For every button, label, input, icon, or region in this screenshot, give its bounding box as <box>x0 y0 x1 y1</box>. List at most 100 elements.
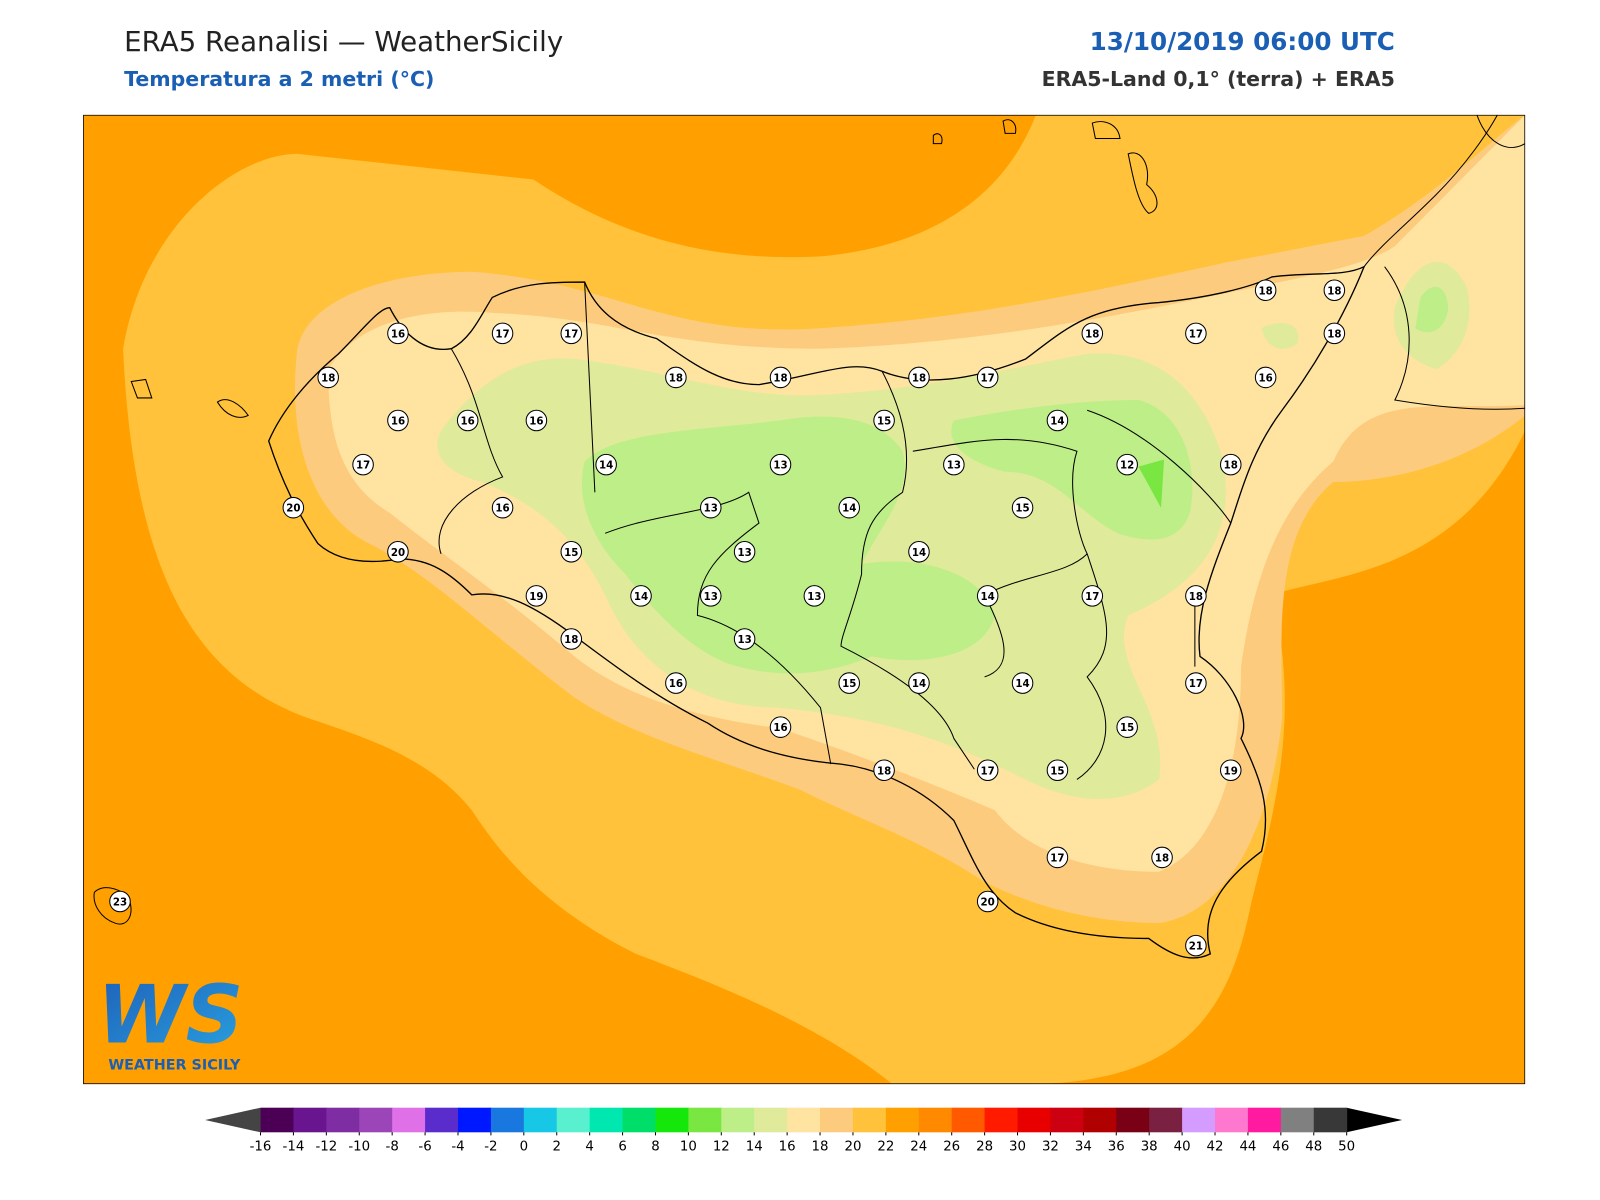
colorbar-tick-label: -10 <box>348 1140 370 1155</box>
station-marker <box>1220 759 1242 782</box>
temperature-field <box>83 114 1526 1085</box>
station-value: 18 <box>877 765 891 777</box>
station-marker <box>1046 409 1069 432</box>
colorbar-tick-label: 12 <box>713 1140 730 1155</box>
station-value: 19 <box>1224 765 1238 777</box>
station-marker <box>700 585 722 607</box>
station-marker <box>1254 279 1277 302</box>
colorbar-tick-label: 30 <box>1009 1140 1026 1155</box>
colorbar-tick-label: 44 <box>1239 1140 1256 1155</box>
coastline <box>268 265 1366 959</box>
station-value: 13 <box>773 460 787 472</box>
colorbar-bin <box>754 1107 788 1133</box>
colorbar-bin <box>951 1107 986 1133</box>
colorbar-bin <box>1149 1107 1183 1133</box>
station-value: 14 <box>1015 678 1029 690</box>
station-marker <box>873 759 895 782</box>
station-value: 18 <box>773 372 787 384</box>
colorbar-tick-label: 48 <box>1305 1140 1322 1155</box>
station-value: 17 <box>564 328 578 340</box>
province-borders <box>438 282 1232 780</box>
colorbar-bin <box>392 1107 426 1133</box>
station-marker <box>873 409 895 432</box>
station-marker <box>560 628 583 650</box>
station-marker <box>630 585 652 607</box>
station-marker <box>838 672 860 694</box>
station-marker <box>387 541 409 563</box>
station-value: 18 <box>912 372 926 384</box>
colorbar-tick-label: 42 <box>1207 1140 1224 1155</box>
colorbar-bin <box>885 1107 920 1133</box>
colorbar-tick-label: 46 <box>1272 1140 1289 1155</box>
station-marker <box>1323 322 1346 345</box>
colorbar-bin <box>523 1107 558 1133</box>
colorbar-bin <box>984 1107 1019 1133</box>
logo: WS WEATHER SICILY <box>97 968 243 1073</box>
colorbar-tick-label: 16 <box>779 1140 796 1155</box>
station-marker <box>700 496 722 519</box>
station-value: 13 <box>704 503 718 515</box>
station-marker <box>317 366 339 389</box>
station-value: 18 <box>1259 285 1273 297</box>
colorbar-bin <box>1280 1107 1315 1133</box>
station-marker <box>976 890 999 913</box>
station-value: 23 <box>113 897 127 909</box>
subtitle: Temperatura a 2 metri (°C) <box>124 67 434 91</box>
station-value: 13 <box>737 634 751 646</box>
colorbar-tick-label: -12 <box>315 1140 337 1155</box>
logo-initials: WS <box>97 968 243 1061</box>
station-value: 18 <box>1155 852 1169 864</box>
station-value: 13 <box>737 547 751 559</box>
station-value: 14 <box>634 591 648 603</box>
station-value: 16 <box>529 416 543 428</box>
band-14-16 <box>437 261 1470 799</box>
station-value: 15 <box>1120 722 1134 734</box>
station-value: 18 <box>1327 285 1341 297</box>
colorbar-bin <box>721 1107 755 1133</box>
stations: 16 17 17 18 16 16 16 17 20 20 16 15 14 18 18 13 13 13 13 13… <box>109 279 1346 957</box>
station-value: 16 <box>391 416 405 428</box>
colorbar-bin <box>457 1107 492 1133</box>
colorbar-tick-label: -16 <box>250 1140 272 1155</box>
station-value: 17 <box>495 328 509 340</box>
colorbar-bin <box>1050 1107 1084 1133</box>
station-marker <box>908 672 930 694</box>
colorbar-bin <box>293 1107 327 1133</box>
station-marker <box>943 453 965 476</box>
band-12-14 <box>581 286 1449 674</box>
station-value: 13 <box>807 591 821 603</box>
colorbar-tick-label: -6 <box>418 1140 431 1155</box>
station-value: 18 <box>1224 460 1238 472</box>
colorbar-tick-label: -14 <box>283 1140 305 1155</box>
colorbar-over <box>1346 1107 1403 1133</box>
station-value: 18 <box>1327 328 1341 340</box>
station-marker <box>733 541 756 563</box>
station-value: 15 <box>1015 503 1029 515</box>
colorbar-bin <box>589 1107 624 1133</box>
colorbar-bin <box>556 1107 591 1133</box>
station-marker <box>976 759 999 782</box>
station-marker <box>456 409 479 432</box>
station-value: 17 <box>1050 852 1064 864</box>
station-value: 16 <box>773 722 787 734</box>
station-value: 14 <box>1050 416 1064 428</box>
colorbar-bin <box>1182 1107 1216 1133</box>
station-value: 14 <box>912 547 926 559</box>
station-value: 18 <box>321 372 335 384</box>
station-marker <box>1220 453 1242 476</box>
station-marker <box>595 453 617 476</box>
colorbar-tick-label: 26 <box>943 1140 960 1155</box>
station-value: 12 <box>1120 460 1134 472</box>
colorbar-tick-label: -2 <box>484 1140 497 1155</box>
colorbar-bin <box>1215 1107 1249 1133</box>
station-marker <box>491 496 514 519</box>
colorbar-bin <box>688 1107 722 1133</box>
station-value: 16 <box>391 328 405 340</box>
station-marker <box>525 585 548 607</box>
colorbar-tick-label: 0 <box>520 1140 528 1155</box>
colorbar-tick-label: 34 <box>1075 1140 1092 1155</box>
station-value: 20 <box>391 547 405 559</box>
colorbar-tick-label: 32 <box>1042 1140 1059 1155</box>
colorbar-tick-label: 2 <box>552 1140 560 1155</box>
station-value: 20 <box>981 897 995 909</box>
